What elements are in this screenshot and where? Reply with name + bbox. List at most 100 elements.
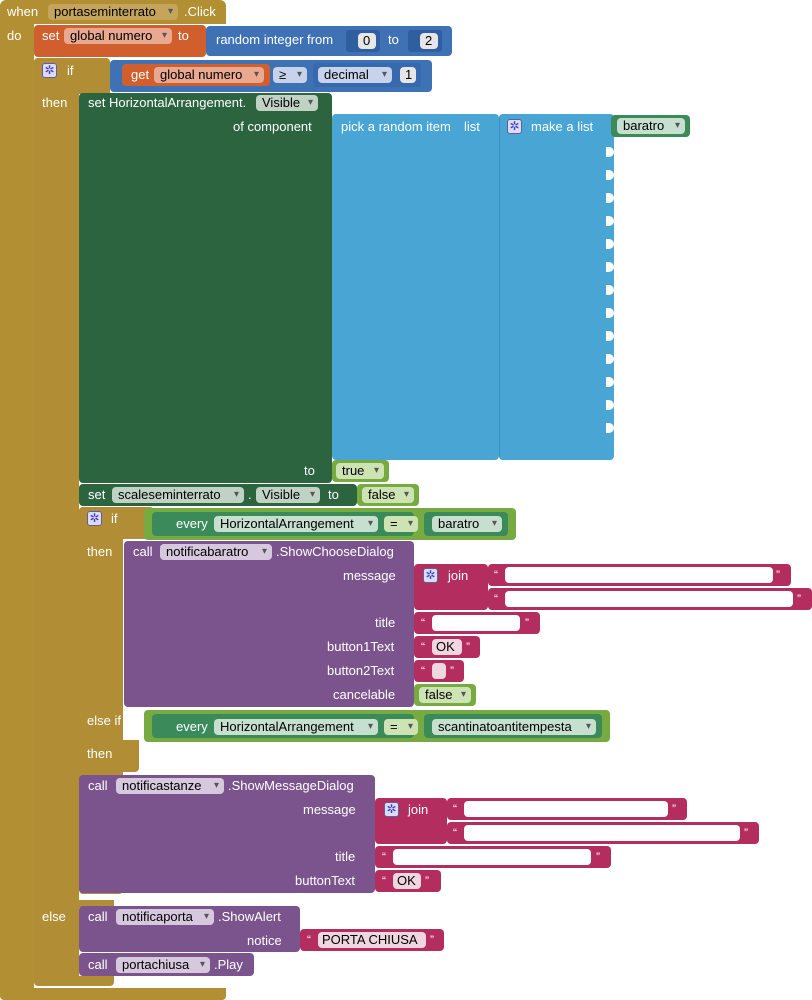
else-label: else (42, 909, 66, 924)
list-socket (606, 331, 614, 341)
event-component-dropdown[interactable]: portaseminterrato (48, 4, 178, 20)
inner-if-then2-row (79, 740, 139, 772)
dot-label: . (248, 487, 252, 502)
quote-open-icon: “ (421, 664, 425, 678)
set-visible-to-label: to (304, 463, 315, 478)
false-dropdown[interactable]: false (362, 487, 414, 503)
global-numero-dropdown[interactable]: global numero (64, 28, 172, 44)
quote-close-icon: ” (430, 933, 434, 947)
scale-to-label: to (328, 487, 339, 502)
text-field-4[interactable] (464, 825, 740, 841)
baratro-value-dropdown[interactable]: baratro (432, 516, 502, 532)
visible-property-dropdown[interactable]: Visible (256, 95, 318, 111)
quote-close-icon: ” (525, 616, 529, 630)
text-field-3[interactable] (464, 801, 668, 817)
every-type-dropdown-1[interactable]: HorizontalArrangement (214, 516, 378, 532)
quote-close-icon: ” (797, 592, 801, 606)
quote-close-icon: ” (450, 664, 454, 678)
make-a-list-label: make a list (531, 119, 594, 134)
list-socket (606, 285, 614, 295)
set-scale-label: set (88, 487, 106, 502)
call-showchoosedialog-block[interactable] (124, 541, 414, 707)
call-label-3: call (88, 909, 108, 924)
gear-icon[interactable]: ✲ (42, 63, 57, 78)
buttontext-label: buttonText (295, 873, 355, 888)
list-socket (606, 216, 614, 226)
set-label: set (42, 28, 60, 43)
scantinato-value-dropdown[interactable]: scantinatoantitempesta (432, 719, 596, 735)
baratro-component-dropdown[interactable]: baratro (617, 118, 685, 134)
gear-icon[interactable]: ✲ (507, 119, 522, 134)
call-label-2: call (88, 778, 108, 793)
button2text-label: button2Text (327, 663, 395, 678)
equals-dropdown-2[interactable]: = (384, 719, 418, 735)
notificastanze-dropdown[interactable]: notificastanze (116, 778, 224, 794)
gear-icon[interactable]: ✲ (423, 568, 438, 583)
gear-icon[interactable]: ✲ (384, 802, 399, 817)
title-text-field-1[interactable] (432, 615, 520, 631)
scale-visible-dropdown[interactable]: Visible (256, 487, 320, 503)
text-field-2[interactable] (505, 591, 793, 607)
event-body-left (0, 24, 34, 991)
showalert-label: .ShowAlert (218, 909, 281, 924)
of-component-label: of component (233, 119, 312, 134)
quote-open-icon: “ (494, 592, 498, 606)
quote-open-icon: “ (494, 568, 498, 582)
notificabaratro-dropdown[interactable]: notificabaratro (160, 544, 272, 560)
every-type-dropdown-2[interactable]: HorizontalArrangement (214, 719, 378, 735)
join-label-2: join (408, 802, 429, 817)
get-var-dropdown[interactable]: global numero (154, 67, 264, 83)
message-label-1: message (343, 568, 396, 583)
showchoosedialog-label: .ShowChooseDialog (276, 544, 394, 559)
pick-random-item-block[interactable] (332, 114, 499, 460)
quote-open-icon: “ (453, 802, 457, 816)
list-socket (606, 262, 614, 272)
random-from-field[interactable]: 0 (358, 33, 376, 49)
random-to-label: to (388, 32, 399, 47)
scaleseminterrato-dropdown[interactable]: scaleseminterrato (112, 487, 244, 503)
cancelable-label: cancelable (333, 687, 396, 702)
pick-random-item-label: pick a random item (341, 119, 451, 134)
if-label: if (67, 63, 74, 78)
call-showmessagedialog-block[interactable] (79, 775, 375, 893)
true-dropdown[interactable]: true (336, 463, 384, 479)
button1text-label: button1Text (327, 639, 395, 654)
message-label-2: message (303, 802, 356, 817)
quote-close-icon: ” (466, 640, 470, 654)
equals-dropdown-1[interactable]: = (384, 516, 418, 532)
button2-text-field[interactable] (432, 663, 446, 679)
notice-label: notice (247, 933, 282, 948)
random-integer-label: random integer from (216, 32, 334, 47)
list-socket (606, 400, 614, 410)
set-visible-label: set HorizontalArrangement. (88, 95, 247, 110)
buttontext-field[interactable]: OK (393, 873, 421, 889)
quote-open-icon: “ (421, 616, 425, 630)
quote-open-icon: “ (382, 850, 386, 864)
every-label-2: every (176, 719, 208, 734)
set-visible-block[interactable] (79, 93, 332, 483)
list-socket (606, 170, 614, 180)
then-label: then (42, 95, 68, 110)
quote-close-icon: ” (776, 568, 780, 582)
notificaporta-dropdown[interactable]: notificaporta (116, 909, 214, 925)
gear-icon[interactable]: ✲ (87, 511, 102, 526)
else-if-label: else if (87, 713, 121, 728)
button1-text-field[interactable]: OK (432, 639, 462, 655)
make-a-list-block[interactable] (499, 114, 614, 460)
cancelable-false-dropdown[interactable]: false (419, 687, 471, 703)
list-socket (606, 423, 614, 433)
compare-operator-dropdown[interactable]: ≥ (273, 67, 307, 83)
inner-then2-label: then (87, 746, 113, 761)
notice-text-field[interactable]: PORTA CHIUSA (318, 932, 426, 948)
if-block-body (34, 58, 79, 985)
decimal-dropdown[interactable]: decimal (318, 67, 392, 83)
event-name-label: .Click (184, 4, 216, 19)
portachiusa-dropdown[interactable]: portachiusa (116, 957, 210, 973)
title-label-1: title (375, 615, 396, 630)
quote-open-icon: “ (453, 826, 457, 840)
compare-value-field[interactable]: 1 (400, 67, 416, 83)
quote-open-icon: “ (421, 640, 425, 654)
random-to-field[interactable]: 2 (420, 33, 438, 49)
title-text-field-2[interactable] (393, 849, 591, 865)
text-field-1[interactable] (505, 567, 773, 583)
